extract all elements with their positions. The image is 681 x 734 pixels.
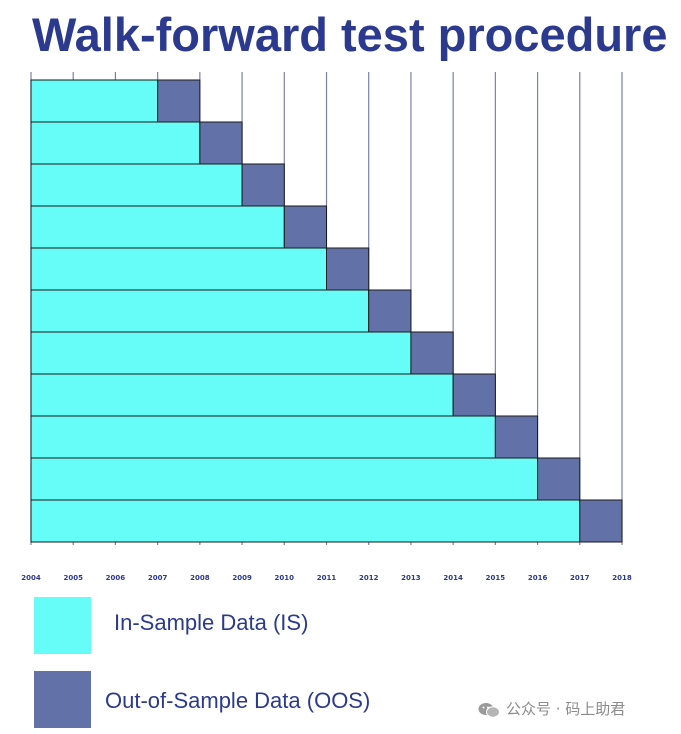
bar-oos-window-5: [326, 247, 370, 291]
x-tick-label-2018: 2018: [612, 574, 632, 582]
x-tick-label-2006: 2006: [106, 574, 126, 582]
x-tick-label-2004: 2004: [21, 574, 41, 582]
x-tick-label-2012: 2012: [359, 574, 379, 582]
bar-oos-window-9: [494, 415, 539, 459]
legend-swatch-is: [34, 597, 91, 654]
bar-oos-window-6: [368, 289, 412, 333]
bar-oos-window-11: [579, 499, 623, 543]
x-tick-label-2015: 2015: [486, 574, 506, 582]
bar-is-window-3: [30, 163, 243, 207]
bar-oos-window-10: [537, 457, 581, 501]
x-tick-label-2016: 2016: [528, 574, 548, 582]
watermark-text: 公众号 · 码上助君: [506, 700, 626, 718]
bar-is-window-8: [30, 373, 454, 417]
x-tick-label-2013: 2013: [401, 574, 421, 582]
legend-swatch-oos: [34, 671, 91, 728]
bar-is-window-1: [30, 79, 159, 123]
x-tick-label-2007: 2007: [148, 574, 168, 582]
wechat-icon: [478, 702, 500, 718]
x-tick-label-2017: 2017: [570, 574, 590, 582]
walk-forward-chart: 2004 2005 2006 2007 2008 2009 2010 2011 2012 2013…: [21, 72, 632, 582]
x-tick-label-2009: 2009: [232, 574, 252, 582]
x-axis-ticks: 2004 2005 2006 2007 2008 2009 2010 2011 2012 2013…: [21, 574, 632, 582]
bar-oos-window-7: [410, 331, 454, 375]
x-tick-label-2008: 2008: [190, 574, 210, 582]
x-tick-label-2010: 2010: [275, 574, 295, 582]
bar-oos-window-4: [283, 205, 327, 249]
x-tick-label-2005: 2005: [63, 574, 83, 582]
bar-is-window-11: [30, 499, 581, 543]
chart-title: Walk-forward test procedure: [32, 8, 668, 61]
bar-oos-window-2: [199, 121, 243, 165]
bar-is-window-6: [30, 289, 370, 333]
x-tick-label-2011: 2011: [317, 574, 337, 582]
watermark: 公众号 · 码上助君: [478, 698, 625, 719]
bar-is-window-5: [30, 247, 327, 291]
bar-is-window-10: [30, 457, 539, 501]
x-tick-label-2014: 2014: [443, 574, 463, 582]
bar-is-window-9: [30, 415, 496, 459]
bar-oos-window-3: [241, 163, 285, 207]
bar-is-window-7: [30, 331, 412, 375]
legend-label-is: In-Sample Data (IS): [114, 610, 309, 635]
legend-label-oos: Out-of-Sample Data (OOS): [105, 688, 371, 713]
bar-oos-window-1: [157, 79, 201, 123]
bars: [30, 79, 623, 543]
bar-oos-window-8: [452, 373, 496, 417]
bar-is-window-2: [30, 121, 201, 165]
bar-is-window-4: [30, 205, 285, 249]
